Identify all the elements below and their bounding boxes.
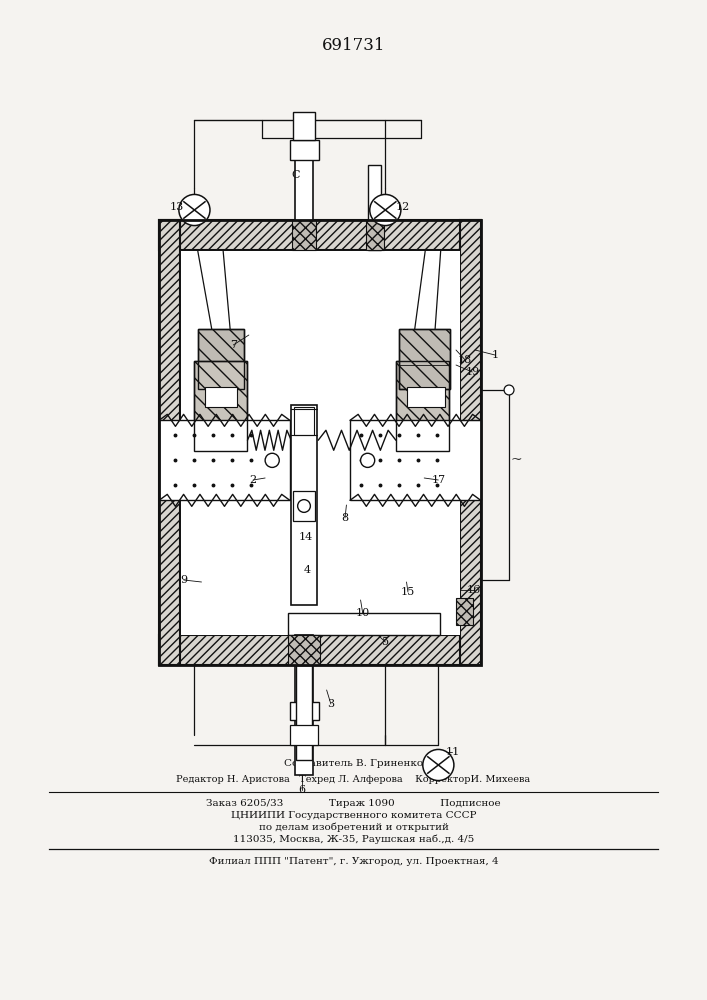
Bar (290, 725, 318, 745)
Circle shape (370, 194, 401, 226)
Text: 13: 13 (170, 202, 184, 212)
Text: 17: 17 (431, 475, 445, 485)
Bar (159, 220, 180, 665)
Text: 19: 19 (465, 367, 479, 377)
Bar (288, 613, 440, 635)
Bar (205, 387, 237, 407)
Text: 113035, Москва, Ж-35, Раушская наб.,д. 4/5: 113035, Москва, Ж-35, Раушская наб.,д. 4… (233, 834, 474, 844)
Bar (159, 420, 290, 500)
Bar (399, 329, 450, 389)
Circle shape (298, 500, 310, 512)
Text: 4: 4 (304, 565, 311, 575)
Circle shape (361, 453, 375, 467)
Bar (350, 420, 481, 500)
Bar (293, 491, 315, 521)
Bar (198, 329, 244, 389)
Bar (180, 250, 460, 635)
Bar (159, 635, 481, 665)
Bar (159, 220, 481, 665)
Text: ~: ~ (510, 453, 522, 467)
Bar (396, 361, 449, 451)
Bar (288, 635, 320, 665)
Text: 10: 10 (356, 608, 370, 618)
Circle shape (504, 385, 514, 395)
Text: 9: 9 (180, 575, 187, 585)
Text: Составитель В. Гриненко: Составитель В. Гриненко (284, 758, 423, 768)
Text: по делам изобретений и открытий: по делам изобретений и открытий (259, 822, 448, 832)
Text: 3: 3 (327, 699, 334, 709)
Text: Редактор Н. Аристова   Техред Л. Алферова    КорректорИ. Михеева: Редактор Н. Аристова Техред Л. Алферова … (177, 776, 530, 784)
Circle shape (265, 453, 279, 467)
Text: 691731: 691731 (322, 36, 385, 53)
Text: 15: 15 (401, 587, 415, 597)
Bar (159, 220, 481, 250)
Circle shape (179, 194, 210, 226)
Bar (295, 140, 312, 250)
Text: 14: 14 (298, 532, 312, 542)
Bar (194, 361, 247, 451)
Bar (289, 702, 318, 720)
Text: 6: 6 (298, 785, 305, 795)
Bar (396, 361, 449, 451)
Bar (368, 165, 381, 250)
Bar (407, 387, 445, 407)
Bar (198, 329, 244, 389)
Text: C: C (291, 170, 300, 180)
Bar (291, 635, 316, 665)
Text: 11: 11 (445, 747, 460, 757)
Text: Филиал ППП "Патент", г. Ужгород, ул. Проектная, 4: Филиал ППП "Патент", г. Ужгород, ул. Про… (209, 856, 498, 866)
Bar (194, 361, 247, 451)
Text: 18: 18 (458, 355, 472, 365)
Text: 7: 7 (230, 340, 237, 350)
Bar (291, 220, 316, 250)
Text: 1: 1 (491, 350, 498, 360)
Text: 2: 2 (250, 475, 257, 485)
Bar (289, 140, 318, 160)
Bar (293, 112, 315, 140)
Text: ЦНИИПИ Государственного комитета СССР: ЦНИИПИ Государственного комитета СССР (230, 810, 477, 820)
Bar (366, 220, 384, 250)
Bar (296, 665, 312, 760)
Bar (456, 598, 473, 625)
Bar (295, 635, 312, 775)
Bar (399, 329, 450, 389)
Text: 16: 16 (467, 585, 481, 595)
Text: 8: 8 (341, 513, 349, 523)
Text: 5: 5 (382, 637, 389, 647)
Bar (294, 407, 314, 435)
Bar (460, 220, 481, 665)
Bar (291, 405, 317, 605)
Text: Заказ 6205/33              Тираж 1090              Подписное: Заказ 6205/33 Тираж 1090 Подписное (206, 798, 501, 808)
Circle shape (423, 749, 454, 781)
Text: 12: 12 (396, 202, 410, 212)
